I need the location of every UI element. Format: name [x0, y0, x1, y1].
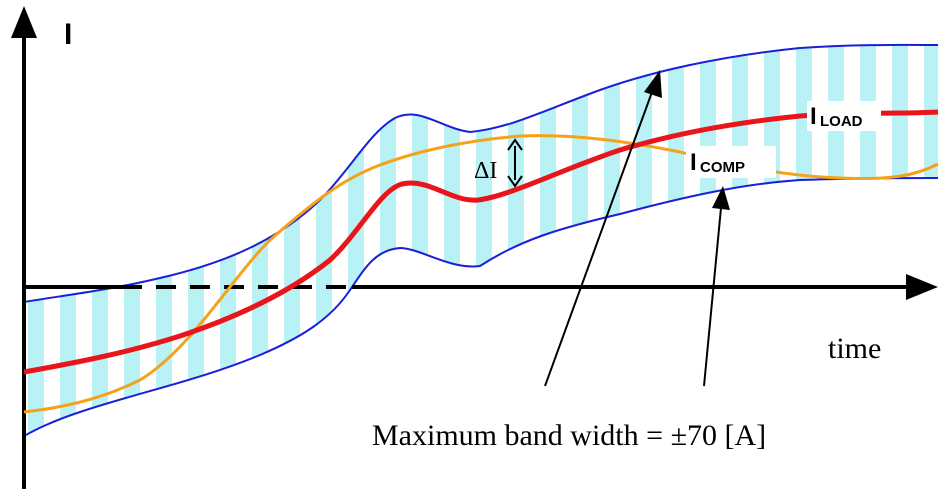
band-upper-edge [23, 43, 939, 303]
comp-curve-label: I COMP [686, 146, 776, 178]
comp-current-curve [23, 134, 939, 414]
x-axis-arrowhead [906, 274, 938, 300]
pointer-to-lower-edge [703, 207, 722, 387]
band-width-caption: Maximum band width = ±70 [A] [372, 419, 766, 452]
load-label-sub: LOAD [820, 113, 863, 130]
band-lower-edge [23, 177, 939, 437]
delta-i-label: ΔI [474, 158, 497, 184]
pointer-arrowhead-upper [644, 70, 662, 98]
y-axis-label: I [64, 18, 72, 51]
pointer-arrowhead-lower [712, 186, 730, 210]
delta-i-marker: ΔI [474, 138, 523, 188]
pointer-to-upper-edge [544, 91, 653, 387]
load-curve-label: I LOAD [807, 101, 881, 131]
caption-pointer-arrows [544, 70, 730, 387]
y-axis-arrowhead [11, 6, 37, 38]
x-axis-label: time [828, 332, 881, 365]
load-label-main: I [810, 103, 817, 130]
load-current-curve [23, 109, 939, 375]
comp-label-sub: COMP [700, 159, 745, 176]
comp-label-main: I [690, 149, 697, 176]
